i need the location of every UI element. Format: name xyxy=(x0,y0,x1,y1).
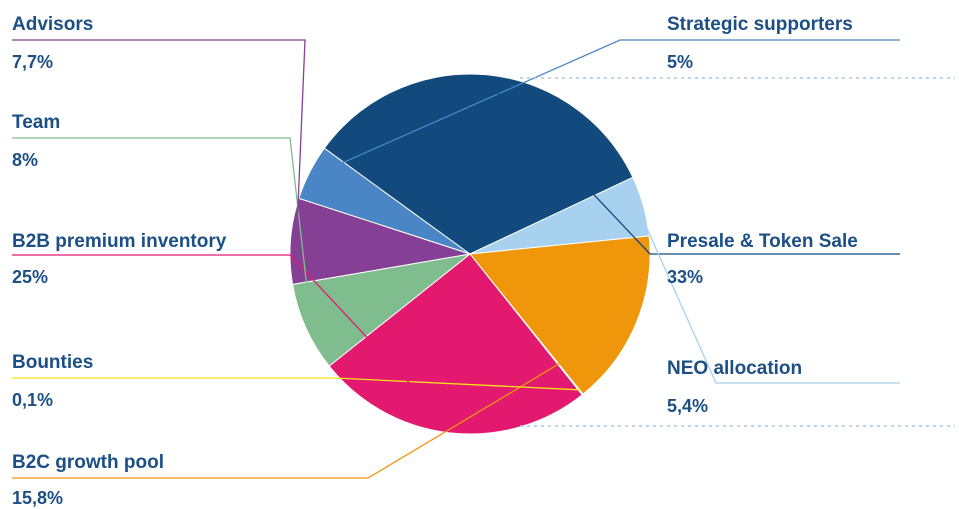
value-presale-token-sale: 33% xyxy=(667,267,703,287)
label-strategic-supporters: Strategic supporters xyxy=(667,14,853,35)
value-neo-allocation: 5,4% xyxy=(667,396,708,416)
leader-presale-token-sale xyxy=(485,80,900,255)
value-team: 8% xyxy=(12,150,38,170)
pie-slices xyxy=(289,73,651,435)
slice-team xyxy=(292,253,471,367)
slice-labels: Advisors 7,7% Team 8% B2B premium invent… xyxy=(12,14,858,508)
leader-b2b-premium-inventory xyxy=(12,254,451,428)
slice-presale-token-sale xyxy=(323,73,634,255)
slice-b2b-premium-inventory xyxy=(328,253,583,435)
leader-bounties xyxy=(12,377,579,391)
label-bounties: Bounties xyxy=(12,352,93,373)
value-b2b-premium-inventory: 25% xyxy=(12,267,48,287)
value-strategic-supporters: 5% xyxy=(667,52,693,72)
slice-b2c-growth-pool xyxy=(469,235,651,395)
leader-b2c-growth-pool xyxy=(12,320,631,479)
label-b2b-premium-inventory: B2B premium inventory xyxy=(12,231,227,252)
label-advisors: Advisors xyxy=(12,14,93,35)
value-advisors: 7,7% xyxy=(12,52,53,72)
value-b2c-growth-pool: 15,8% xyxy=(12,488,63,508)
label-neo-allocation: NEO allocation xyxy=(667,358,802,379)
label-presale-token-sale: Presale & Token Sale xyxy=(667,231,858,252)
leader-team xyxy=(12,137,312,326)
label-b2c-growth-pool: B2C growth pool xyxy=(12,452,164,473)
leader-neo-allocation xyxy=(637,207,900,384)
leader-strategic-supporters xyxy=(314,39,900,176)
leader-lines xyxy=(12,39,955,479)
leader-advisors xyxy=(12,39,306,242)
label-team: Team xyxy=(12,112,60,133)
value-bounties: 0,1% xyxy=(12,390,53,410)
